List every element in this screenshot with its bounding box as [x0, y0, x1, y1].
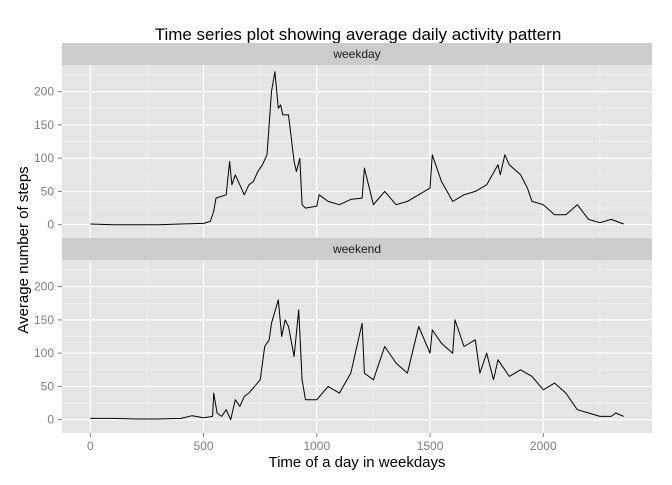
y-tick-label: 200: [34, 85, 54, 99]
facet-strip-label: weekend: [332, 242, 381, 256]
series-line-weekday: [90, 71, 624, 226]
x-tick-label: 1500: [417, 439, 444, 453]
facet-strip-weekday: [62, 43, 652, 65]
facet-strip-weekend: [62, 238, 652, 260]
y-tick-label: 200: [34, 280, 54, 294]
y-tick-label: 50: [41, 379, 55, 393]
facet-panel-weekday: weekday 0 50 100 150 200: [34, 43, 652, 238]
y-tick-label: 0: [47, 218, 54, 232]
chart-title: Time series plot showing average daily a…: [155, 25, 562, 44]
y-tick-label: 150: [34, 118, 54, 132]
series-line-weekend: [90, 299, 624, 421]
x-tick-label: 2000: [530, 439, 557, 453]
facet-panel-weekend: weekend 0 50 100 150 200: [34, 238, 652, 433]
y-axis-title: Average number of steps: [15, 166, 32, 333]
x-tick-label: 0: [87, 439, 94, 453]
y-tick-label: 0: [47, 413, 54, 427]
x-tick-label: 500: [194, 439, 214, 453]
y-tick-label: 150: [34, 313, 54, 327]
x-tick-label: 1000: [303, 439, 330, 453]
panels-layer: weekday 0 50 100 150 200 weekend 0 50 100 150 200: [34, 43, 652, 433]
y-tick-label: 100: [34, 151, 54, 165]
x-axis: 0 500 1000 1500 2000: [87, 433, 557, 453]
panel-background: [62, 65, 652, 238]
y-tick-label: 50: [41, 184, 55, 198]
y-tick-label: 100: [34, 346, 54, 360]
facet-strip-label: weekday: [332, 47, 380, 61]
x-axis-title: Time of a day in weekdays: [268, 454, 445, 471]
